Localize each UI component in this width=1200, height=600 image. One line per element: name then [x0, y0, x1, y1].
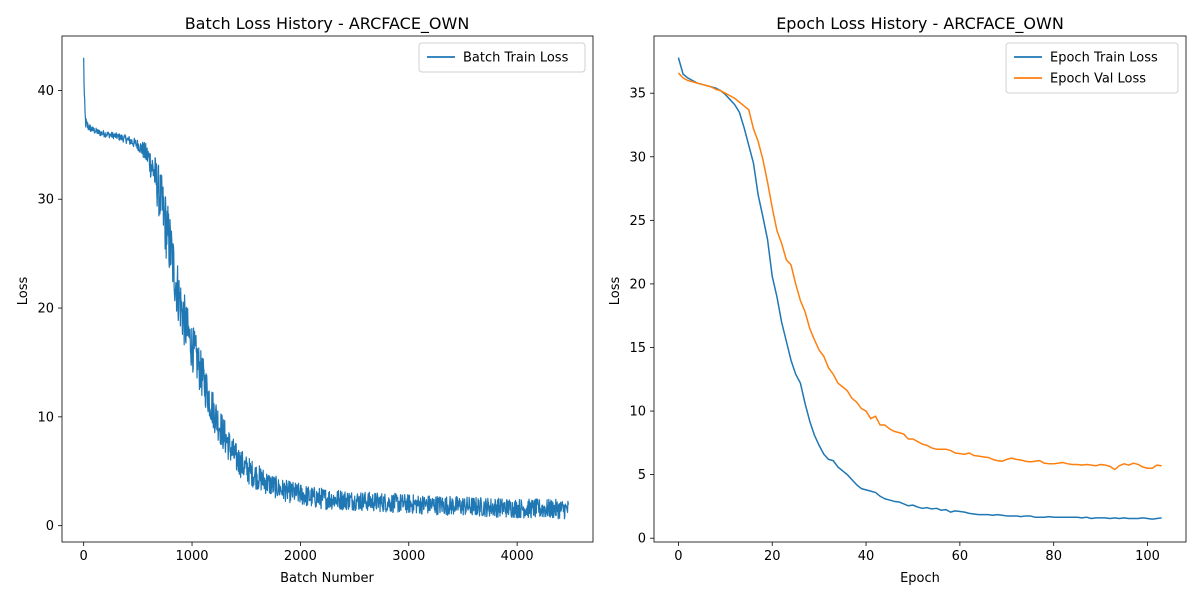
axes-frame [61, 35, 594, 543]
y-tick-label: 40 [37, 84, 54, 99]
series-line [83, 57, 570, 520]
x-tick-label: 2000 [284, 549, 317, 564]
legend-entry: Batch Train Loss [463, 51, 569, 66]
legend-entry: Epoch Train Loss [1050, 51, 1158, 66]
x-axis-label: Epoch [900, 571, 940, 586]
y-tick-label: 20 [37, 302, 54, 317]
series-line [677, 72, 1162, 471]
y-axis-label: Loss [608, 277, 623, 306]
legend-box [418, 42, 586, 73]
legend-box [1005, 42, 1179, 94]
x-tick-label: 20 [764, 549, 781, 564]
y-tick-label: 20 [629, 277, 646, 292]
axes-frame [653, 35, 1187, 543]
chart-title: Batch Loss History - ARCFACE_OWN [185, 14, 470, 34]
y-tick-label: 30 [37, 193, 54, 208]
y-axis-label: Loss [16, 277, 31, 306]
y-tick-label: 10 [629, 405, 646, 420]
x-tick-label: 0 [674, 549, 682, 564]
legend: Batch Train Loss [418, 42, 586, 73]
x-axis-label: Batch Number [280, 571, 374, 586]
x-tick-label: 100 [1135, 549, 1160, 564]
batch-loss-chart: Batch Loss History - ARCFACE_OWN 0 1000 20… [16, 14, 594, 586]
epoch-loss-chart: Epoch Loss History - ARCFACE_OWN 0 20 40 60… [608, 14, 1187, 586]
x-tick-label: 0 [80, 549, 88, 564]
series-line [677, 57, 1162, 520]
x-tick-label: 80 [1045, 549, 1062, 564]
x-tick-label: 4000 [501, 549, 534, 564]
x-tick-label: 3000 [392, 549, 425, 564]
y-tick-label: 35 [629, 87, 646, 102]
y-tick-label: 15 [629, 341, 646, 356]
x-tick-label: 60 [952, 549, 969, 564]
y-tick-label: 0 [638, 532, 646, 547]
legend: Epoch Train Loss Epoch Val Loss [1005, 42, 1179, 94]
legend-entry: Epoch Val Loss [1050, 72, 1146, 87]
y-tick-label: 30 [629, 150, 646, 165]
chart-title: Epoch Loss History - ARCFACE_OWN [776, 14, 1064, 34]
x-tick-label: 40 [858, 549, 875, 564]
plot-area: 0 20 40 60 80 100 0 5 10 15 20 25 30 35 Epoch Train Lo… [629, 35, 1187, 564]
plot-area: 0 1000 2000 3000 4000 0 10 20 30 40 Batch Train Lo… [37, 35, 594, 564]
x-tick-label: 1000 [175, 549, 208, 564]
y-tick-label: 25 [629, 214, 646, 229]
y-tick-label: 0 [46, 519, 54, 534]
y-tick-label: 10 [37, 410, 54, 425]
y-tick-label: 5 [638, 468, 646, 483]
